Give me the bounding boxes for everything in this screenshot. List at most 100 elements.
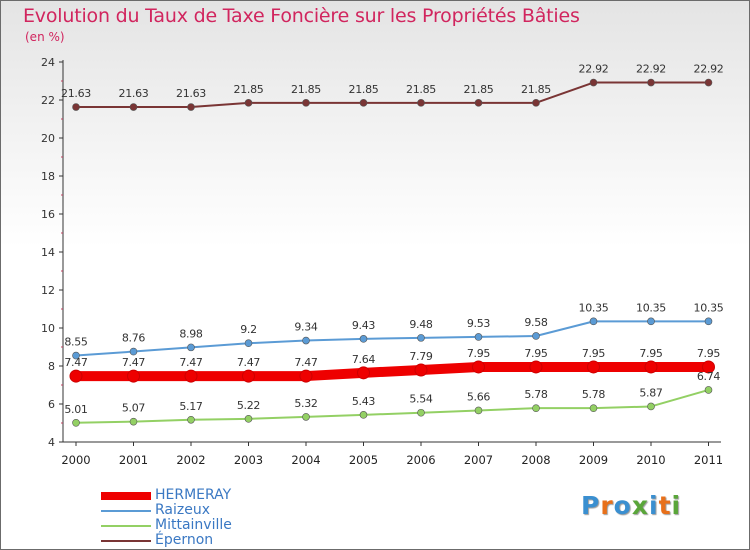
data-point bbox=[647, 317, 655, 326]
legend-label: Épernon bbox=[155, 532, 214, 548]
series-line-raizeux bbox=[75, 320, 710, 357]
data-point bbox=[704, 317, 713, 326]
data-label: 7.47 bbox=[294, 356, 318, 369]
data-point bbox=[127, 369, 140, 383]
legend-item: Mittainville bbox=[101, 518, 232, 533]
x-tick-label: 2004 bbox=[291, 453, 320, 467]
data-label: 7.64 bbox=[352, 353, 376, 366]
proxiti-logo: Proxiti bbox=[581, 491, 681, 520]
data-point bbox=[359, 335, 368, 343]
y-tick-label: 8 bbox=[48, 360, 55, 373]
series-line-épernon bbox=[75, 81, 710, 109]
data-point bbox=[472, 360, 485, 374]
legend-item: HERMERAY bbox=[101, 488, 232, 503]
data-label: 21.63 bbox=[61, 87, 91, 100]
data-point bbox=[129, 347, 138, 356]
data-point bbox=[184, 369, 198, 383]
logo-letter: o bbox=[613, 491, 632, 520]
x-tick-label: 2007 bbox=[464, 453, 493, 467]
y-tick-label: 24 bbox=[41, 56, 55, 69]
data-label: 5.32 bbox=[294, 397, 317, 410]
data-label: 7.47 bbox=[237, 356, 261, 369]
data-label: 22.92 bbox=[694, 63, 724, 76]
chart-title: Evolution du Taux de Taxe Foncière sur l… bbox=[23, 5, 580, 27]
data-point bbox=[299, 369, 313, 383]
data-point bbox=[414, 363, 428, 377]
data-point bbox=[187, 343, 195, 352]
logo-letter: x bbox=[631, 491, 649, 520]
legend-swatch bbox=[101, 524, 151, 527]
data-label: 5.17 bbox=[179, 400, 203, 413]
data-label: 5.66 bbox=[467, 390, 491, 403]
data-point bbox=[587, 360, 600, 374]
legend-item: Épernon bbox=[101, 533, 232, 548]
data-point bbox=[589, 404, 598, 412]
data-point bbox=[529, 360, 543, 374]
x-tick-label: 2006 bbox=[406, 453, 435, 467]
x-tick-label: 2002 bbox=[176, 453, 205, 467]
data-label: 21.85 bbox=[349, 83, 379, 96]
data-point bbox=[302, 99, 310, 107]
y-tick-label: 10 bbox=[41, 322, 55, 335]
x-tick-label: 2008 bbox=[521, 453, 550, 467]
y-tick-label: 4 bbox=[48, 436, 55, 449]
data-label: 10.35 bbox=[579, 301, 609, 314]
data-point bbox=[589, 78, 598, 87]
data-label: 21.85 bbox=[234, 83, 264, 96]
data-label: 7.79 bbox=[409, 350, 433, 363]
data-point bbox=[647, 402, 655, 411]
data-label: 9.2 bbox=[240, 323, 257, 336]
x-tick-label: 2010 bbox=[636, 453, 665, 467]
chart-legend: HERMERAY Raizeux Mittainville Épernon bbox=[101, 488, 232, 548]
legend-swatch bbox=[101, 491, 151, 500]
x-tick-label: 2009 bbox=[579, 453, 608, 467]
series-line-hermeray bbox=[71, 361, 714, 382]
data-point bbox=[72, 351, 80, 360]
data-point bbox=[129, 417, 138, 426]
data-label: 5.01 bbox=[64, 403, 87, 416]
data-point bbox=[244, 99, 253, 107]
x-tick-label: 2000 bbox=[61, 453, 90, 467]
data-point bbox=[474, 406, 483, 415]
data-point bbox=[647, 78, 655, 87]
data-point bbox=[244, 415, 253, 423]
chart-subtitle: (en %) bbox=[25, 30, 65, 44]
data-point bbox=[72, 419, 80, 427]
data-label: 21.85 bbox=[521, 83, 551, 96]
data-label: 5.78 bbox=[524, 388, 548, 401]
data-label: 7.95 bbox=[582, 347, 606, 360]
y-tick-label: 12 bbox=[41, 284, 55, 297]
data-point bbox=[417, 99, 425, 107]
data-point bbox=[704, 78, 713, 87]
data-label: 21.85 bbox=[291, 83, 321, 96]
data-point bbox=[704, 386, 713, 394]
legend-label: HERMERAY bbox=[155, 487, 232, 503]
data-point bbox=[357, 366, 370, 380]
data-label: 7.95 bbox=[467, 347, 491, 360]
logo-letter: P bbox=[581, 491, 601, 520]
x-tick-label: 2003 bbox=[234, 453, 263, 467]
data-point bbox=[359, 411, 368, 419]
data-label: 7.95 bbox=[524, 347, 548, 360]
data-point bbox=[474, 99, 483, 107]
legend-label: Mittainville bbox=[155, 517, 232, 533]
data-label: 7.47 bbox=[64, 356, 88, 369]
data-point bbox=[644, 360, 658, 374]
data-label: 6.74 bbox=[697, 370, 721, 383]
data-label: 5.54 bbox=[409, 393, 433, 406]
data-point bbox=[72, 103, 80, 111]
data-label: 22.92 bbox=[636, 63, 666, 76]
logo-letter: t bbox=[658, 491, 672, 520]
legend-item: Raizeux bbox=[101, 503, 232, 518]
data-label: 21.85 bbox=[406, 83, 436, 96]
data-label: 5.87 bbox=[639, 386, 663, 399]
data-label: 10.35 bbox=[694, 301, 724, 314]
data-label: 9.43 bbox=[352, 319, 376, 332]
legend-swatch bbox=[101, 509, 151, 512]
data-point bbox=[302, 336, 310, 345]
y-tick-label: 14 bbox=[41, 246, 55, 259]
data-label: 9.58 bbox=[524, 316, 548, 329]
data-label: 5.78 bbox=[582, 388, 606, 401]
data-label: 9.34 bbox=[294, 321, 318, 334]
logo-letter: i bbox=[671, 491, 682, 520]
